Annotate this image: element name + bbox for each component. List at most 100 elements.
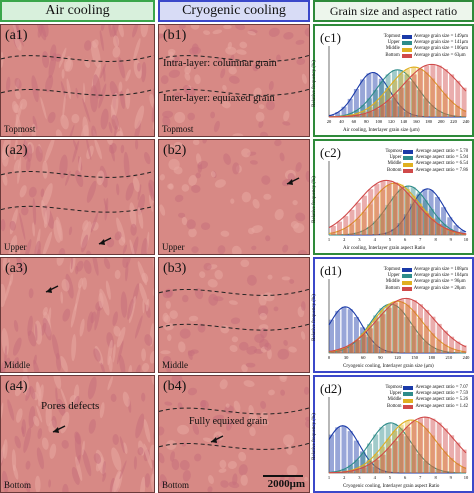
grain-texture (83, 82, 86, 103)
grain-texture (12, 337, 22, 356)
grain-texture (40, 188, 45, 198)
histogram-bar (367, 204, 373, 235)
grain-texture (12, 25, 18, 38)
grain-texture (60, 114, 69, 130)
grain-texture (188, 175, 198, 186)
histogram-bar (430, 64, 436, 117)
histogram-bar (424, 213, 430, 235)
legend-entry: Middle Average grain size = 106μm (384, 46, 468, 52)
grain-texture (137, 184, 142, 201)
grain-texture (226, 420, 233, 431)
histogram-bar (423, 98, 428, 117)
histogram-bar (393, 182, 399, 235)
layer-boundary-line (1, 88, 154, 96)
grain-texture (177, 402, 183, 410)
grain-texture (9, 273, 14, 286)
grain-texture (197, 253, 203, 254)
chart-d2: 1 2 3 4 5 6 7 8 9 10 (d2) Cryogenic cooling, Interl… (312, 375, 474, 493)
grain-texture (279, 152, 285, 162)
grain-texture (47, 111, 56, 124)
grain-texture (21, 419, 26, 438)
histogram-bar (360, 451, 366, 473)
grain-texture (75, 170, 84, 188)
grain-texture (33, 359, 42, 372)
scale-bar-label: 2000μm (267, 478, 305, 490)
histogram-bar (361, 195, 367, 235)
layer-boundary-line (159, 442, 309, 450)
histogram-bar (435, 349, 441, 353)
grain-texture (31, 75, 39, 103)
grain-texture (88, 419, 96, 434)
chart-d1: 0 30 60 90 120 150 180 210 240 (d1) Cryogenic cool… (312, 257, 474, 373)
histogram-bar (342, 347, 348, 353)
grain-texture (159, 426, 165, 436)
grain-texture (73, 395, 80, 408)
grain-texture (190, 349, 199, 354)
grain-texture (188, 228, 197, 238)
histogram-bar (349, 471, 355, 473)
grain-texture (90, 212, 99, 233)
grain-texture (34, 240, 41, 254)
histogram-bar (385, 74, 391, 117)
grain-texture (134, 140, 139, 150)
chart-c1: 20 40 60 80 100 120 140 160 180 200 220 240 (c1) Air … (312, 24, 474, 137)
histogram-bar (423, 200, 428, 235)
histogram-bar (373, 454, 379, 473)
grain-texture (66, 78, 72, 100)
histogram-bar (423, 341, 428, 353)
legend-value-text: Average aspect ratio = 5.94 (415, 155, 468, 161)
panel-label: (b1) (163, 28, 187, 43)
legend-swatch (403, 162, 414, 167)
x-tick-label: 30 (344, 355, 349, 360)
grain-texture (23, 140, 28, 160)
grain-texture (65, 170, 71, 186)
distribution-curve (329, 185, 467, 236)
grain-texture (274, 208, 284, 221)
grain-texture (117, 340, 124, 365)
grain-texture (304, 27, 309, 37)
grain-texture (28, 405, 36, 429)
grain-texture (7, 399, 15, 421)
grain-texture (232, 133, 244, 136)
panel-location: Bottom (162, 480, 190, 490)
histogram-bar (398, 301, 404, 353)
histogram-bar (335, 427, 341, 473)
histogram-bar (348, 470, 354, 473)
grain-texture (90, 85, 98, 113)
legend-entry: Middle Average grain size = 96μm (384, 279, 468, 285)
grain-texture (23, 427, 32, 453)
layer-boundary-line (159, 54, 309, 62)
grain-texture (144, 334, 153, 346)
grain-texture (263, 193, 272, 200)
legend-entry: Bottom Average grain size = 28μm (384, 286, 468, 292)
grain-texture (118, 57, 125, 79)
grain-texture (94, 306, 101, 331)
grain-texture (258, 104, 265, 110)
grain-texture (297, 249, 308, 254)
grain-texture (178, 212, 186, 218)
grain-texture (111, 25, 120, 37)
grain-texture (15, 25, 24, 47)
grain-texture (167, 183, 173, 189)
grain-texture (230, 198, 235, 204)
legend-series-name: Bottom (385, 285, 400, 291)
grain-texture (139, 282, 148, 306)
histogram-bar (411, 199, 417, 235)
grain-texture (141, 348, 147, 362)
grain-texture (191, 184, 201, 193)
histogram-bar (398, 428, 404, 473)
x-tick-label: 210 (446, 355, 454, 360)
grain-texture (15, 249, 21, 254)
histogram-bar (459, 230, 465, 235)
micrograph-a1: (a1) Topmost (0, 24, 155, 137)
grain-texture (14, 77, 22, 89)
histogram-bar (429, 435, 435, 473)
grain-texture (159, 204, 166, 216)
grain-texture (228, 75, 240, 84)
histogram-bar (380, 454, 386, 473)
panel-location: Bottom (4, 480, 32, 490)
grain-texture (222, 84, 227, 91)
grain-texture (208, 475, 214, 484)
grain-texture (13, 159, 20, 173)
histogram-bar (348, 344, 354, 353)
